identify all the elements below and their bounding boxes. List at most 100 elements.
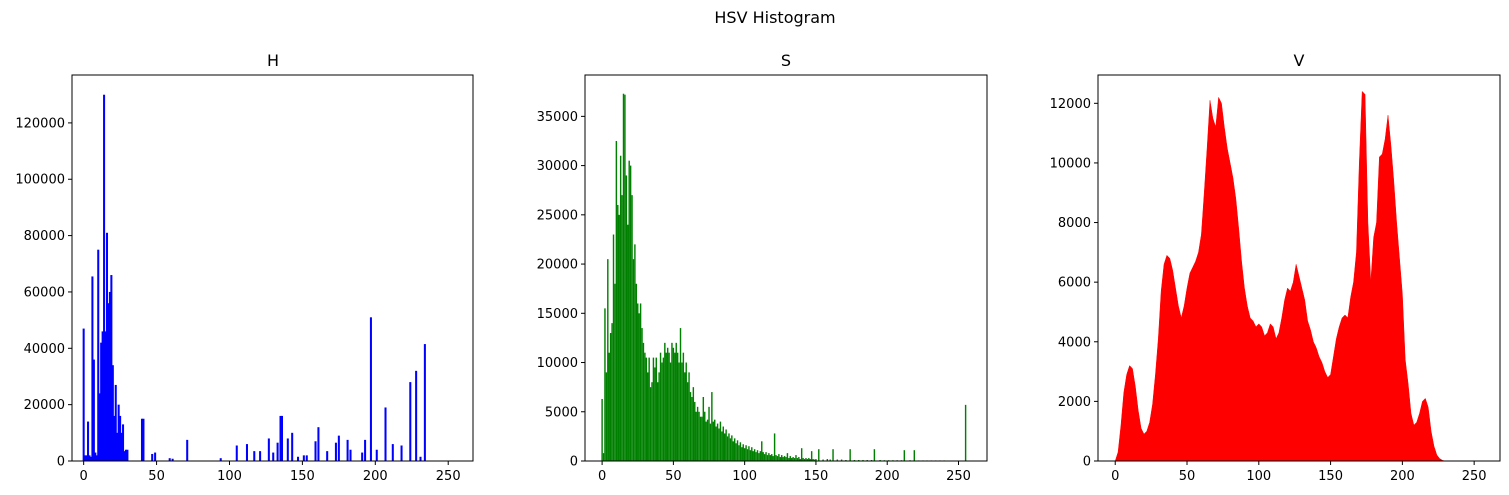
panel-s-bar <box>802 458 804 461</box>
panel-s-bar <box>679 328 682 461</box>
panel-s-bar <box>768 453 770 461</box>
panel-h-x-tick-label: 150 <box>290 469 315 484</box>
panel-s-bar <box>832 449 834 461</box>
panel-s-bar <box>726 436 729 461</box>
panel-s-bar <box>709 423 712 461</box>
panel-s-bar <box>607 259 609 461</box>
panel-s-bar <box>668 352 670 461</box>
panel-v-title: V <box>1294 51 1305 70</box>
panel-s-bar <box>786 453 789 461</box>
panel-h-bar <box>126 449 129 461</box>
panel-s-bar <box>621 195 623 461</box>
panel-h-bar <box>219 458 222 461</box>
panel-v-y-tick-label: 2000 <box>1058 395 1091 410</box>
panel-s-y-tick-label: 30000 <box>537 159 578 174</box>
panel-s-bar <box>618 214 620 461</box>
panel-s-bar <box>704 411 706 461</box>
panel-s-bar <box>674 352 676 461</box>
panel-s-bar <box>686 382 689 461</box>
panel-h-y-tick-label: 100000 <box>15 173 65 188</box>
panel-s-bar <box>759 451 762 461</box>
panel-s: S 0 50 100 150 200 250 0 5000 10000 15000 20000 250… <box>537 51 988 484</box>
panel-s-axes: 0 50 100 150 200 250 0 5000 10000 15000 20000 25000… <box>537 74 988 484</box>
panel-s-bar <box>635 283 638 461</box>
panel-s-bar <box>604 308 606 461</box>
panel-h-bar <box>85 455 88 461</box>
panel-h-bar <box>119 415 122 461</box>
panel-s-bar <box>815 459 817 461</box>
panel-h-bar <box>279 415 282 461</box>
panel-s-bar <box>671 342 673 461</box>
panel-s-bar <box>812 459 814 461</box>
panel-s-bar <box>651 382 653 461</box>
panel-h-bar <box>364 439 367 461</box>
panel-s-bar <box>694 401 696 461</box>
panel-s-bar <box>781 455 783 461</box>
panel-s-y-tick-label: 35000 <box>537 110 578 125</box>
panel-h-bar <box>122 424 125 461</box>
panel-s-bar <box>778 454 780 461</box>
panel-s-bar <box>715 426 717 461</box>
panel-h-bar <box>117 404 120 461</box>
panel-h-bar <box>105 232 109 461</box>
panel-s-bar <box>664 342 666 461</box>
panel-h-bar <box>97 249 100 461</box>
panel-h-bar <box>103 94 106 461</box>
panel-s-bar <box>873 449 876 461</box>
panel-s-bar <box>729 438 732 461</box>
panel-h-bar <box>245 444 248 461</box>
panel-s-bar <box>681 362 683 461</box>
panel-h-bar <box>87 421 90 461</box>
panel-v-x-tick-label: 100 <box>1246 469 1271 484</box>
panel-s-bar <box>783 456 786 461</box>
panel-s-x-tick-label: 100 <box>732 469 757 484</box>
panel-h-bar <box>107 303 110 461</box>
panel-h-y-tick-label: 60000 <box>24 285 65 300</box>
panel-s-bar <box>714 419 716 461</box>
panel-h-x-tick-label: 200 <box>363 469 388 484</box>
panel-h-y-tick-label: 40000 <box>24 342 65 357</box>
panel-s-bar <box>696 406 699 461</box>
panel-h-bar <box>391 444 394 461</box>
panel-s-bar <box>678 362 680 461</box>
panel-s-bar <box>733 438 736 461</box>
panel-h-bar <box>276 442 279 461</box>
panel-v-x-tick-label: 250 <box>1462 469 1487 484</box>
panel-s-y-tick-label: 20000 <box>537 258 578 273</box>
panel-s-bar <box>731 435 733 461</box>
panel-s-bar <box>763 454 766 461</box>
panel-h-bar <box>409 382 412 461</box>
panel-v-y-tick-label: 6000 <box>1058 276 1091 291</box>
panel-h-bar <box>334 442 337 461</box>
panel-s-bar <box>806 459 809 461</box>
panel-s-y-tick-label: 0 <box>570 455 578 470</box>
panel-s-bar <box>849 449 851 461</box>
panel-s-bar <box>652 357 655 461</box>
panel-s-bar <box>795 455 797 461</box>
panel-s-bar <box>648 357 650 461</box>
panel-s-bar <box>753 449 756 461</box>
panel-s-bar <box>662 357 665 461</box>
panel-s-x-tick-label: 0 <box>598 469 606 484</box>
panel-s-bar <box>745 445 747 461</box>
panel-s-bar <box>698 411 700 461</box>
panel-s-bar <box>719 421 722 461</box>
panel-v-area-series <box>1114 90 1446 462</box>
panel-v: V 0 50 100 150 200 250 0 2000 4000 6000 8000 10000 1… <box>1050 51 1501 484</box>
panel-s-bar <box>632 259 635 461</box>
panel-s-bar <box>614 283 616 461</box>
panel-s-bar <box>739 442 742 461</box>
panel-s-bar <box>743 448 746 461</box>
panel-h-bar <box>140 418 144 461</box>
panel-s-bar <box>790 458 793 461</box>
panel-s-bar <box>637 303 639 461</box>
panel-s-bar <box>913 450 916 461</box>
panel-s-bar <box>749 450 752 461</box>
panel-s-bar <box>601 398 603 461</box>
panel-s-bars <box>601 93 967 462</box>
panel-s-bar <box>779 457 782 461</box>
panel-s-bar <box>654 367 656 461</box>
panel-s-y-tick-label: 10000 <box>537 356 578 371</box>
panel-v-y-tick-label: 10000 <box>1050 156 1091 171</box>
